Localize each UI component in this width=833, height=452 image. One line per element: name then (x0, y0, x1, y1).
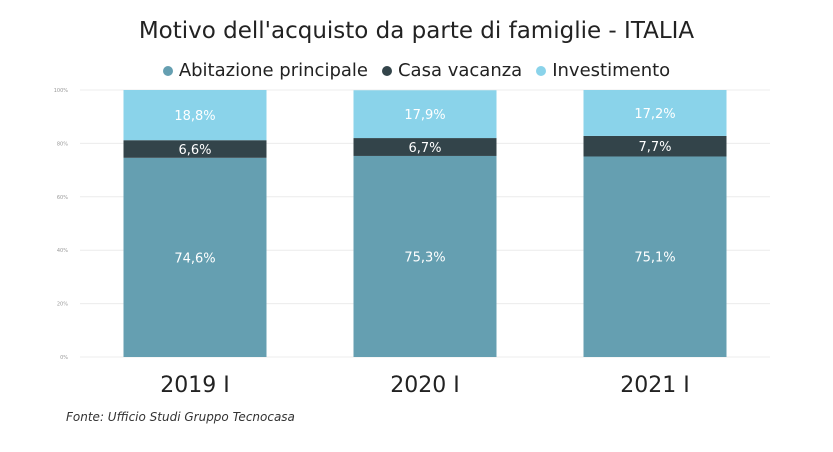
data-label: 6,7% (408, 141, 441, 156)
y-tick-label: 0% (60, 355, 68, 361)
data-label: 6,6% (178, 143, 211, 158)
legend-item-casa-vacanza: Casa vacanza (381, 60, 523, 81)
bar-segment (123, 90, 267, 141)
bar-segment (123, 140, 267, 158)
data-label: 74,6% (174, 251, 215, 266)
bar-segment (583, 90, 727, 136)
legend-dot-casa-vacanza (381, 65, 392, 76)
y-tick-label: 100% (54, 88, 69, 94)
legend-label-casa-vacanza: Casa vacanza (397, 60, 523, 81)
chart-title: Motivo dell'acquisto da parte di famigli… (138, 18, 695, 44)
bar-segment (353, 138, 497, 156)
data-label: 7,7% (638, 140, 671, 155)
bar-segment (353, 155, 497, 357)
legend-item-abitazione: Abitazione principale (162, 60, 368, 81)
legend-dot-abitazione (162, 65, 173, 76)
data-label: 17,2% (634, 107, 675, 122)
y-tick-label: 60% (57, 195, 68, 201)
x-tick-label: 2020 I (390, 373, 459, 398)
data-label: 18,8% (174, 109, 215, 124)
legend-dot-investimento (536, 65, 547, 76)
chart-legend: Abitazione principale Casa vacanza Inves… (0, 60, 833, 81)
bar-segment (123, 157, 267, 357)
data-label: 17,9% (404, 108, 445, 123)
y-tick-label: 80% (57, 141, 68, 147)
data-label: 75,1% (634, 251, 675, 266)
bar-segment (583, 135, 727, 157)
source-note: Fonte: Ufficio Studi Gruppo Tecnocasa (66, 410, 295, 424)
legend-label-investimento: Investimento (552, 60, 671, 81)
y-tick-label: 20% (57, 302, 68, 308)
y-tick-label: 40% (57, 248, 68, 254)
bar-segment (583, 156, 727, 357)
x-tick-label: 2019 I (160, 373, 229, 398)
x-tick-label: 2021 I (620, 373, 689, 398)
legend-item-investimento: Investimento (536, 60, 670, 81)
bar-segment (353, 90, 497, 139)
data-label: 75,3% (404, 250, 445, 265)
legend-label-abitazione: Abitazione principale (178, 60, 368, 81)
